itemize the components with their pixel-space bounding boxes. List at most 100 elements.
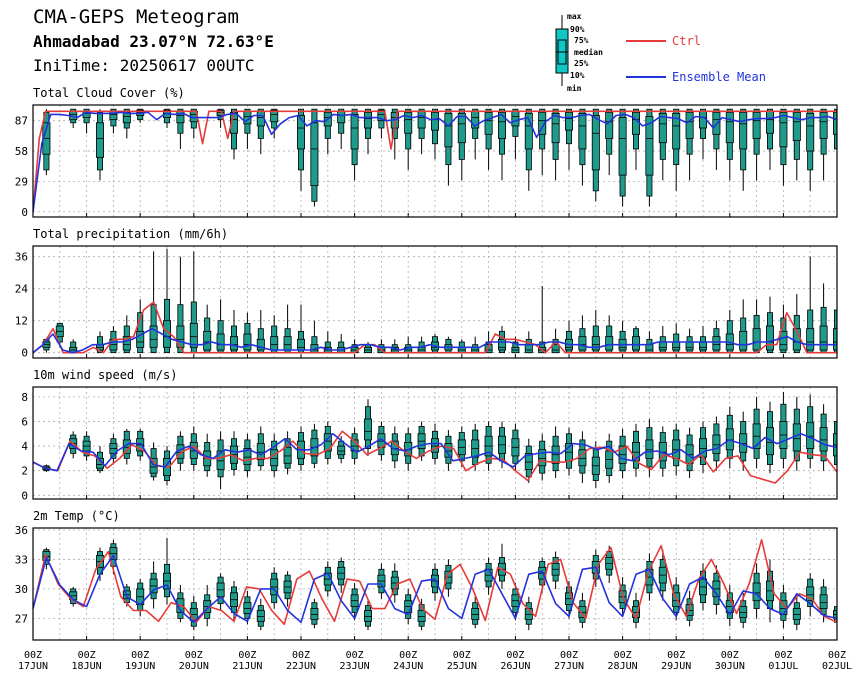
- x-tick-time: 00Z: [185, 650, 203, 661]
- x-tick-date: 21JUN: [232, 661, 262, 672]
- x-tick-date: 26JUN: [500, 661, 530, 672]
- box-p25-p75: [632, 336, 641, 351]
- plot-area: [33, 248, 837, 354]
- box-p25-p75: [363, 111, 372, 129]
- box-p25-p75: [806, 328, 815, 351]
- init-time-label: IniTime: 20250617 00UTC: [33, 56, 255, 75]
- box-p25-p75: [216, 333, 225, 351]
- box-p25-p75: [296, 338, 305, 351]
- box-p25-p75: [337, 445, 346, 456]
- y-tick-label: 36: [15, 251, 28, 264]
- y-tick-label: 87: [15, 115, 28, 128]
- x-tick-time: 00Z: [614, 650, 632, 661]
- panel-frame: [32, 104, 838, 218]
- x-tick-time: 00Z: [346, 650, 364, 661]
- x-tick-date: 24JUN: [393, 661, 423, 672]
- panel-2: 8 6 4 2 0: [21, 386, 838, 502]
- x-tick-date: 18JUN: [72, 661, 102, 672]
- box-p25-p75: [618, 117, 627, 176]
- box-p25-p75: [189, 322, 198, 348]
- y-tick-label: 24: [15, 283, 29, 296]
- panel-frame: [32, 386, 838, 500]
- ctrl-line: [33, 110, 837, 212]
- x-axis: 00Z17JUN00Z18JUN00Z19JUN00Z20JUN00Z21JUN…: [18, 650, 852, 672]
- box-p25-p75: [685, 341, 694, 351]
- box-p25-p75: [658, 341, 667, 351]
- box-p25-p75: [672, 341, 681, 351]
- x-tick-time: 00Z: [238, 650, 256, 661]
- box-p25-p75: [591, 115, 600, 171]
- box-p25-p75: [819, 111, 828, 139]
- y-tick-label: 27: [15, 612, 28, 625]
- x-tick-time: 00Z: [453, 650, 471, 661]
- y-tick-label: 12: [15, 315, 28, 328]
- y-tick-label: 8: [21, 391, 28, 404]
- legend-label-min: min: [567, 83, 582, 93]
- box-p25-p75: [122, 336, 131, 351]
- x-tick-date: 17JUN: [18, 661, 48, 672]
- box-p25-p75: [712, 336, 721, 351]
- box-p25-p75: [752, 328, 761, 351]
- x-tick-date: 19JUN: [125, 661, 155, 672]
- x-tick-date: 27JUN: [554, 661, 584, 672]
- box-p25-p75: [243, 602, 252, 614]
- box-p25-p75: [337, 110, 346, 124]
- x-tick-time: 00Z: [828, 650, 846, 661]
- box-p25-p75: [283, 336, 292, 351]
- box-p25-p75: [551, 344, 560, 354]
- legend-label-p75: 75%: [574, 36, 589, 45]
- box-p25-p75: [457, 112, 466, 144]
- box-p25-p75: [578, 606, 587, 618]
- panel-title-wind: 10m wind speed (m/s): [33, 368, 178, 382]
- box-p25-p75: [645, 344, 654, 354]
- box-p25-p75: [538, 449, 547, 467]
- box-p25-p75: [404, 111, 413, 134]
- box-p25-p75: [430, 111, 439, 131]
- box-p25-p75: [605, 336, 614, 351]
- x-tick-date: 01JUL: [768, 661, 798, 672]
- x-tick-date: 25JUN: [447, 661, 477, 672]
- box-p25-p75: [819, 325, 828, 351]
- box-p25-p75: [792, 111, 801, 141]
- box-p25-p75: [819, 427, 828, 452]
- panel-0: 87 58 29 0: [15, 104, 838, 219]
- box-p25-p75: [417, 110, 426, 129]
- box-p25-p75: [699, 341, 708, 351]
- plot-area: [33, 391, 837, 490]
- x-tick-time: 00Z: [721, 650, 739, 661]
- box-p25-p75: [524, 344, 533, 354]
- box-p25-p75: [725, 428, 734, 451]
- box-p25-p75: [833, 111, 837, 135]
- box-p25-p75: [270, 109, 279, 123]
- panel-frame: [32, 527, 838, 641]
- box-p25-p75: [833, 328, 837, 351]
- location-label: Ahmadabad 23.07°N 72.63°E: [33, 32, 274, 51]
- panel-title-precip: Total precipitation (mm/6h): [33, 227, 228, 241]
- box-p25-p75: [739, 606, 748, 618]
- y-tick-label: 0: [21, 206, 28, 219]
- box-p25-p75: [283, 446, 292, 464]
- box-p25-p75: [632, 441, 641, 462]
- box-p25-p75: [645, 116, 654, 176]
- y-tick-label: 36: [15, 524, 28, 537]
- box-p25-p75: [739, 111, 748, 150]
- x-tick-time: 00Z: [78, 650, 96, 661]
- box-p25-p75: [136, 330, 145, 348]
- legend-mean-label: Ensemble Mean: [672, 70, 766, 84]
- box-p25-p75: [430, 438, 439, 453]
- box-p25-p75: [96, 122, 105, 158]
- x-tick-time: 00Z: [667, 650, 685, 661]
- box-p25-p75: [363, 610, 372, 622]
- x-tick-time: 00Z: [560, 650, 578, 661]
- box-p25-p75: [216, 450, 225, 470]
- box-p25-p75: [497, 111, 506, 139]
- y-tick-label: 2: [21, 465, 28, 478]
- ctrl-line: [33, 538, 837, 626]
- box-p25-p75: [256, 610, 265, 622]
- box-p25-p75: [256, 443, 265, 461]
- ensemble-mean-line: [33, 432, 837, 472]
- box-p25-p75: [591, 336, 600, 351]
- y-tick-label: 0: [21, 489, 28, 502]
- legend-label-p90: 90%: [570, 25, 585, 34]
